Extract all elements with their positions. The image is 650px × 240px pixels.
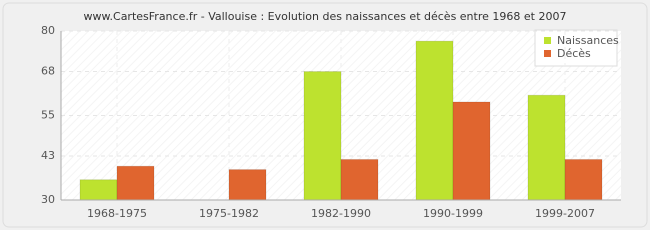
x-tick-label: 1999-2007 bbox=[535, 207, 595, 220]
x-tick-label: 1975-1982 bbox=[199, 207, 259, 220]
legend bbox=[534, 29, 618, 67]
bar bbox=[303, 71, 342, 201]
y-tick-label: 80 bbox=[41, 24, 55, 37]
bar bbox=[564, 158, 603, 201]
legend-swatch bbox=[544, 50, 551, 57]
x-tick-label: 1982-1990 bbox=[311, 207, 371, 220]
bar bbox=[527, 94, 566, 201]
legend-label: Décès bbox=[557, 47, 591, 60]
bar bbox=[116, 165, 155, 201]
bar bbox=[415, 40, 454, 201]
legend-box bbox=[534, 29, 618, 67]
y-tick-label: 30 bbox=[41, 193, 55, 206]
y-tick-label: 55 bbox=[41, 109, 55, 122]
y-tick-label: 68 bbox=[41, 65, 55, 78]
y-tick-label: 43 bbox=[41, 149, 55, 162]
legend-label: Naissances bbox=[557, 34, 619, 47]
legend-swatch bbox=[544, 37, 551, 44]
bar bbox=[228, 169, 267, 201]
chart: www.CartesFrance.fr - Vallouise : Evolut… bbox=[0, 0, 650, 230]
chart-title: www.CartesFrance.fr - Vallouise : Evolut… bbox=[84, 10, 567, 23]
bar bbox=[452, 101, 491, 201]
bar bbox=[340, 158, 379, 201]
bar bbox=[79, 179, 118, 201]
x-tick-label: 1990-1999 bbox=[423, 207, 483, 220]
x-tick-label: 1968-1975 bbox=[87, 207, 147, 220]
